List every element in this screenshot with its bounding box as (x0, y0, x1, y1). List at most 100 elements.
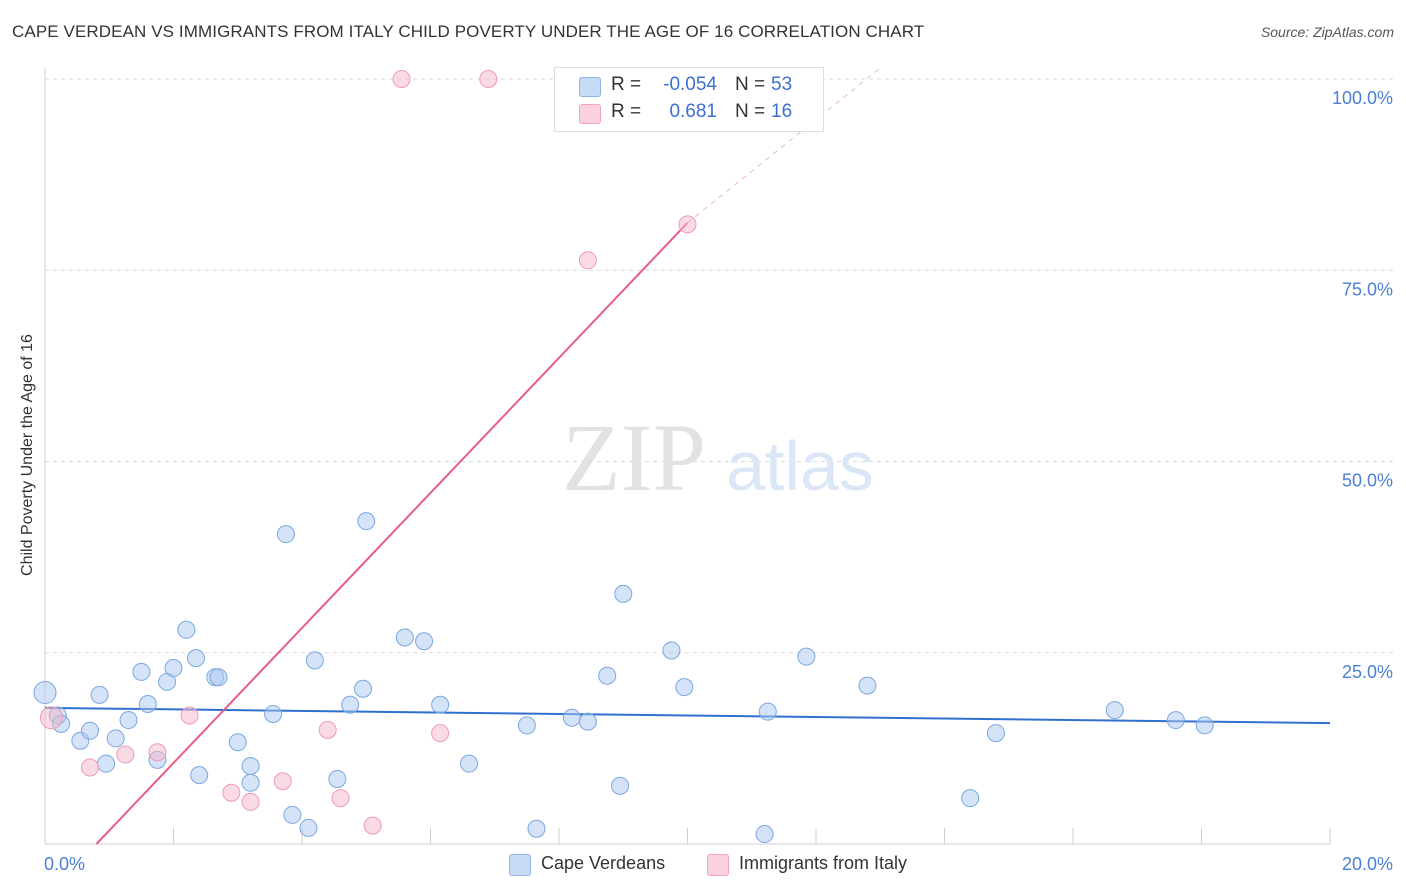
point-cape-verdean (357, 512, 376, 531)
point-cape-verdean (460, 754, 479, 773)
legend-label: Immigrants from Italy (739, 853, 908, 873)
point-cape-verdean (80, 721, 99, 740)
y-axis-label: Child Poverty Under the Age of 16 (19, 334, 36, 576)
point-cape-verdean (209, 668, 228, 687)
point-immigrant-italy (431, 724, 450, 743)
point-cape-verdean (1195, 716, 1214, 735)
point-immigrant-italy (273, 772, 292, 791)
legend-label: Cape Verdeans (541, 853, 666, 873)
y-tick-label: 50.0% (1342, 471, 1393, 491)
r-label: R = (611, 74, 642, 95)
y-tick-label: 100.0% (1332, 88, 1393, 108)
point-cape-verdean (177, 620, 196, 639)
point-cape-verdean (283, 805, 302, 824)
point-cape-verdean (797, 647, 816, 666)
point-cape-verdean (264, 704, 283, 723)
point-cape-verdean (33, 681, 57, 705)
point-immigrant-italy (479, 70, 498, 88)
point-cape-verdean (415, 632, 434, 651)
point-cape-verdean (562, 708, 581, 727)
point-cape-verdean (395, 628, 414, 647)
point-cape-verdean (341, 695, 360, 714)
point-cape-verdean (241, 773, 260, 792)
point-cape-verdean (986, 724, 1005, 743)
point-immigrant-italy (180, 706, 199, 725)
point-cape-verdean (228, 733, 247, 752)
point-cape-verdean (961, 789, 980, 808)
point-cape-verdean (858, 676, 877, 695)
trend-line-extension (687, 67, 881, 224)
point-cape-verdean (106, 729, 125, 748)
point-cape-verdean (119, 711, 138, 730)
point-cape-verdean (97, 754, 116, 773)
point-immigrant-italy (39, 706, 63, 730)
point-cape-verdean (241, 756, 260, 775)
chart-title: CAPE VERDEAN VS IMMIGRANTS FROM ITALY CH… (12, 22, 925, 41)
point-cape-verdean (138, 695, 157, 714)
point-cape-verdean (611, 776, 630, 795)
gridlines (45, 78, 1395, 654)
point-cape-verdean (1166, 711, 1185, 730)
swatch-immigrants-italy (579, 104, 601, 124)
x-tick-label: 0.0% (44, 854, 85, 874)
point-cape-verdean (578, 712, 597, 731)
r-value: 0.681 (664, 101, 717, 122)
n-value: 53 (771, 74, 793, 95)
correlation-stats-box: R = -0.054 N = 53 R = 0.681 N = 16 (554, 67, 824, 132)
point-immigrant-italy (363, 816, 382, 835)
watermark: ZIP atlas (562, 404, 874, 511)
swatch-cape-verdeans (579, 77, 601, 97)
n-value: 16 (771, 101, 793, 122)
r-label: R = (611, 101, 642, 122)
point-cape-verdean (662, 641, 681, 660)
y-tick-label: 75.0% (1342, 279, 1393, 299)
r-value: -0.054 (663, 74, 717, 95)
watermark-atlas: atlas (726, 427, 874, 505)
data-points (33, 70, 1214, 844)
point-cape-verdean (527, 819, 546, 838)
point-immigrant-italy (222, 783, 241, 802)
point-immigrant-italy (678, 215, 697, 234)
source-credit: Source: ZipAtlas.com (1260, 24, 1394, 40)
point-cape-verdean (299, 818, 318, 837)
point-cape-verdean (354, 679, 373, 698)
point-cape-verdean (517, 716, 536, 735)
point-cape-verdean (132, 662, 151, 681)
legend-swatch-cape-verdeans (509, 854, 531, 876)
y-axis-label-container: Child Poverty Under the Age of 16 (16, 300, 40, 610)
point-immigrant-italy (116, 745, 135, 764)
point-cape-verdean (758, 702, 777, 721)
trend-lines (44, 67, 1331, 845)
point-immigrant-italy (80, 758, 99, 777)
trend-line (44, 706, 1331, 725)
point-cape-verdean (755, 825, 774, 844)
point-immigrant-italy (148, 743, 167, 762)
point-immigrant-italy (578, 251, 597, 270)
watermark-zip: ZIP (562, 404, 706, 511)
x-tick-label: 20.0% (1342, 854, 1393, 874)
point-cape-verdean (190, 766, 209, 785)
trend-line (95, 222, 689, 845)
point-cape-verdean (1105, 701, 1124, 720)
point-cape-verdean (328, 769, 347, 788)
axes (44, 68, 1331, 845)
point-cape-verdean (276, 525, 295, 544)
point-cape-verdean (186, 649, 205, 668)
point-immigrant-italy (318, 721, 337, 740)
point-immigrant-italy (331, 789, 350, 808)
point-immigrant-italy (392, 70, 411, 88)
point-cape-verdean (614, 584, 633, 603)
point-cape-verdean (305, 651, 324, 670)
tick-labels: 100.0% 75.0% 50.0% 25.0% 0.0% 20.0% (44, 88, 1393, 874)
chart-legend: Cape Verdeans Immigrants from Italy (0, 852, 1406, 878)
point-cape-verdean (164, 659, 183, 678)
n-label: N = (735, 74, 766, 95)
point-cape-verdean (431, 695, 450, 714)
legend-swatch-immigrants-italy (707, 854, 729, 876)
point-immigrant-italy (241, 792, 260, 811)
y-tick-label: 25.0% (1342, 662, 1393, 682)
point-cape-verdean (90, 685, 109, 704)
point-cape-verdean (598, 666, 617, 685)
point-cape-verdean (675, 678, 694, 697)
